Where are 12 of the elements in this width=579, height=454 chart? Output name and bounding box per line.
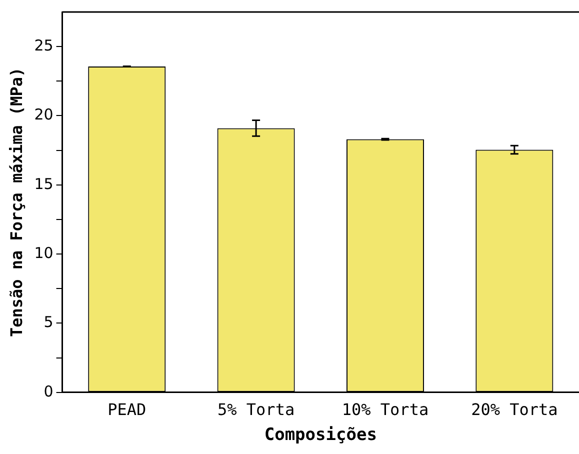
- y-tick-label: 10: [34, 244, 54, 262]
- y-tick-label: 5: [44, 313, 54, 332]
- x-tick-label: 20% Torta: [471, 400, 558, 420]
- y-tick-label: 0: [44, 382, 54, 400]
- y-tick-label: 15: [34, 174, 54, 193]
- y-tick-label: 20: [34, 106, 54, 124]
- x-tick-label: PEAD: [108, 400, 146, 420]
- y-tick-label: 25: [34, 36, 54, 54]
- x-tick-label: 10% Torta: [342, 400, 429, 420]
- y-axis-title: Tensão na Força máxima (MPa): [6, 67, 26, 338]
- x-axis-title: Composições: [264, 425, 377, 446]
- x-tick-label: 5% Torta: [218, 400, 295, 420]
